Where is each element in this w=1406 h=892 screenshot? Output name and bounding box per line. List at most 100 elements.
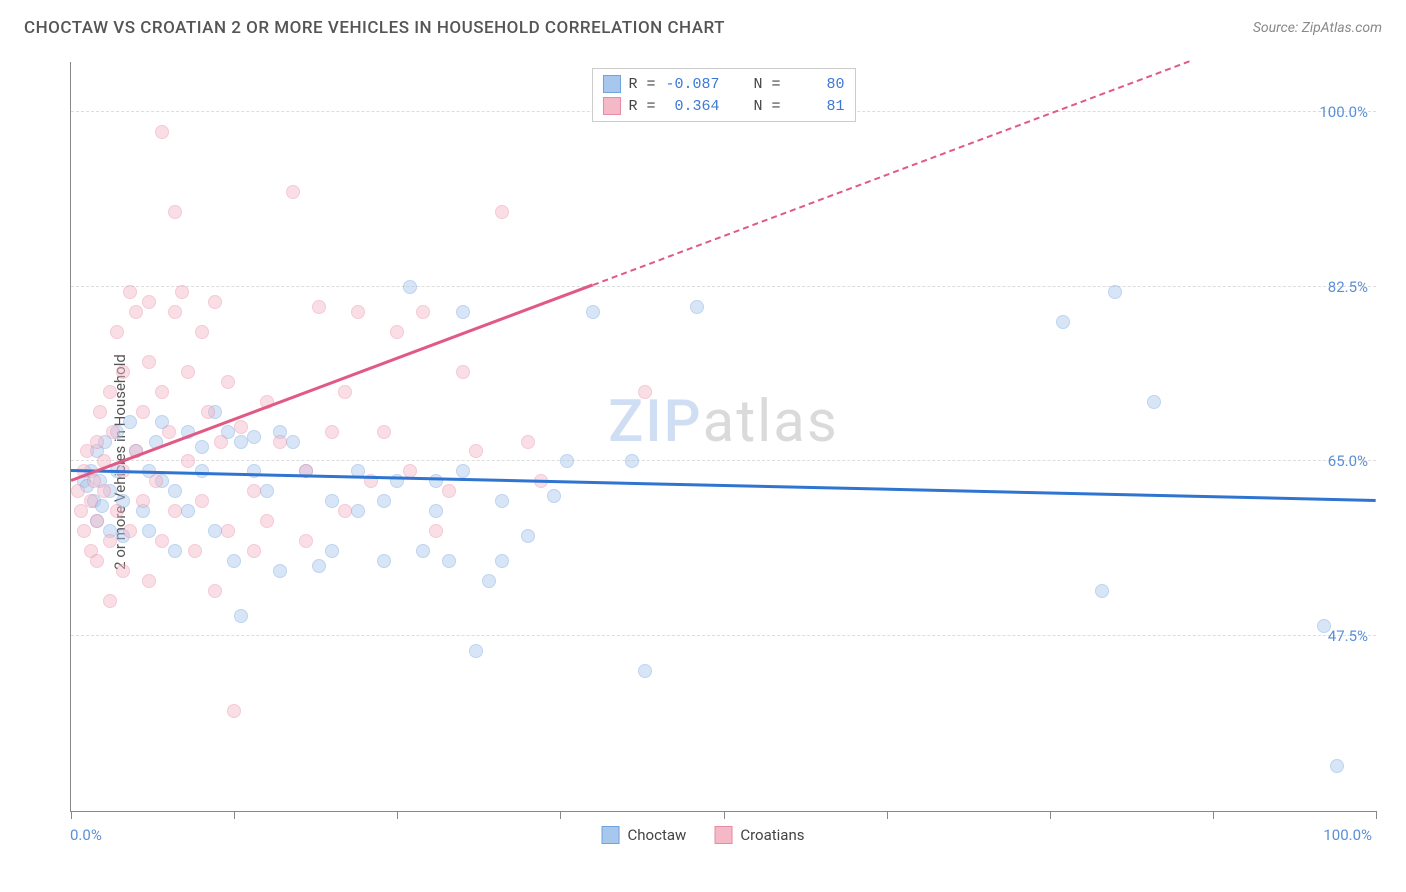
- data-point: [299, 534, 313, 548]
- data-point: [377, 554, 391, 568]
- data-point: [90, 554, 104, 568]
- data-point: [208, 584, 222, 598]
- correlation-legend: R =-0.087 N =80R =0.364 N =81: [591, 68, 855, 122]
- data-point: [234, 435, 248, 449]
- data-point: [325, 494, 339, 508]
- plot-area: ZIPatlas R =-0.087 N =80R =0.364 N =81 4…: [70, 62, 1376, 812]
- chart-container: 2 or more Vehicles in Household ZIPatlas…: [20, 52, 1386, 872]
- data-point: [103, 534, 117, 548]
- y-tick-label: 65.0%: [1328, 452, 1368, 470]
- data-point: [456, 365, 470, 379]
- data-point: [325, 544, 339, 558]
- data-point: [123, 285, 137, 299]
- legend-swatch: [602, 97, 620, 115]
- data-point: [129, 305, 143, 319]
- data-point: [338, 504, 352, 518]
- data-point: [181, 454, 195, 468]
- data-point: [247, 544, 261, 558]
- data-point: [123, 415, 137, 429]
- data-point: [273, 564, 287, 578]
- legend-swatch: [602, 826, 620, 844]
- data-point: [181, 365, 195, 379]
- data-point: [136, 405, 150, 419]
- data-point: [168, 484, 182, 498]
- data-point: [416, 544, 430, 558]
- data-point: [188, 544, 202, 558]
- gridline: [71, 286, 1376, 287]
- data-point: [208, 295, 222, 309]
- x-tick: [71, 811, 72, 819]
- x-tick: [560, 811, 561, 819]
- data-point: [110, 504, 124, 518]
- data-point: [116, 365, 130, 379]
- data-point: [155, 534, 169, 548]
- data-point: [286, 435, 300, 449]
- x-tick: [887, 811, 888, 819]
- legend-item: Croatians: [714, 826, 804, 844]
- data-point: [625, 454, 639, 468]
- data-point: [116, 564, 130, 578]
- data-point: [547, 489, 561, 503]
- legend-swatch: [602, 75, 620, 93]
- data-point: [247, 484, 261, 498]
- data-point: [1056, 315, 1070, 329]
- data-point: [221, 524, 235, 538]
- legend-item: Choctaw: [602, 826, 687, 844]
- data-point: [325, 425, 339, 439]
- data-point: [456, 464, 470, 478]
- data-point: [521, 529, 535, 543]
- data-point: [195, 440, 209, 454]
- x-axis-min-label: 0.0%: [70, 826, 102, 844]
- legend-label: Choctaw: [628, 826, 687, 844]
- data-point: [234, 420, 248, 434]
- data-point: [123, 524, 137, 538]
- legend-stat-row: R =-0.087 N =80: [602, 73, 844, 95]
- data-point: [260, 484, 274, 498]
- data-point: [312, 300, 326, 314]
- data-point: [495, 205, 509, 219]
- data-point: [416, 305, 430, 319]
- data-point: [442, 554, 456, 568]
- data-point: [195, 325, 209, 339]
- data-point: [1095, 584, 1109, 598]
- data-point: [482, 574, 496, 588]
- data-point: [71, 484, 85, 498]
- data-point: [521, 435, 535, 449]
- series-legend: Choctaw Croatians: [602, 826, 805, 844]
- source-label: Source: ZipAtlas.com: [1253, 20, 1382, 36]
- data-point: [106, 425, 120, 439]
- data-point: [247, 464, 261, 478]
- data-point: [142, 355, 156, 369]
- data-point: [1108, 285, 1122, 299]
- data-point: [351, 504, 365, 518]
- data-point: [90, 435, 104, 449]
- data-point: [638, 385, 652, 399]
- data-point: [227, 554, 241, 568]
- data-point: [136, 494, 150, 508]
- data-point: [260, 514, 274, 528]
- data-point: [93, 405, 107, 419]
- x-axis-max-label: 100.0%: [1323, 826, 1372, 844]
- y-tick-label: 82.5%: [1328, 278, 1368, 296]
- data-point: [312, 559, 326, 573]
- data-point: [97, 484, 111, 498]
- data-point: [495, 554, 509, 568]
- data-point: [273, 435, 287, 449]
- data-point: [442, 484, 456, 498]
- data-point: [77, 524, 91, 538]
- data-point: [1147, 395, 1161, 409]
- data-point: [195, 494, 209, 508]
- data-point: [208, 524, 222, 538]
- data-point: [1330, 759, 1344, 773]
- gridline: [71, 635, 1376, 636]
- legend-stat-row: R =0.364 N =81: [602, 95, 844, 117]
- x-tick: [234, 811, 235, 819]
- trend-line: [71, 283, 594, 481]
- legend-label: Croatians: [740, 826, 804, 844]
- data-point: [690, 300, 704, 314]
- data-point: [168, 504, 182, 518]
- data-point: [168, 305, 182, 319]
- data-point: [142, 295, 156, 309]
- data-point: [377, 425, 391, 439]
- x-tick: [1376, 811, 1377, 819]
